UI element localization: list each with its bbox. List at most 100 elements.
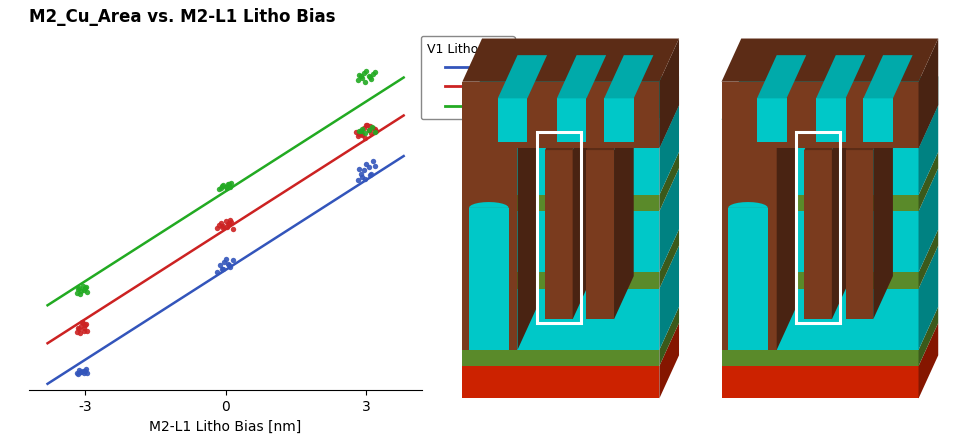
Point	[211, 223, 227, 230]
Point	[80, 289, 95, 296]
Bar	[538, 133, 581, 323]
Polygon shape	[498, 56, 547, 99]
Bar	[545, 151, 573, 320]
Point	[225, 226, 240, 233]
Polygon shape	[919, 152, 938, 212]
Point	[72, 285, 87, 292]
Bar	[846, 151, 874, 320]
Bar	[463, 149, 660, 196]
Point	[220, 222, 235, 229]
Point	[348, 129, 364, 136]
Polygon shape	[874, 108, 893, 320]
Polygon shape	[919, 77, 938, 149]
Point	[79, 321, 94, 328]
Bar	[816, 99, 846, 142]
Point	[216, 266, 231, 273]
Polygon shape	[660, 106, 679, 196]
Polygon shape	[660, 246, 679, 350]
Point	[358, 161, 373, 168]
Bar	[498, 99, 527, 142]
Point	[214, 224, 229, 231]
Point	[219, 224, 234, 231]
Bar	[757, 99, 786, 142]
Point	[77, 324, 92, 331]
Point	[79, 283, 94, 290]
Polygon shape	[557, 56, 606, 99]
Point	[224, 180, 239, 187]
Point	[223, 264, 238, 271]
X-axis label: M2-L1 Litho Bias [nm]: M2-L1 Litho Bias [nm]	[150, 419, 301, 433]
Bar	[722, 142, 777, 350]
Bar	[463, 212, 660, 273]
Point	[369, 128, 384, 135]
Point	[353, 171, 369, 178]
Bar	[604, 99, 634, 142]
Point	[69, 290, 84, 297]
Point	[358, 68, 373, 75]
Point	[222, 181, 237, 188]
Bar	[863, 99, 893, 142]
Bar	[463, 366, 660, 399]
Bar	[722, 196, 919, 212]
Point	[364, 124, 379, 131]
Bar	[463, 196, 660, 212]
Point	[216, 182, 231, 189]
Polygon shape	[804, 108, 852, 151]
Point	[367, 129, 382, 136]
Point	[72, 367, 87, 374]
Point	[351, 166, 367, 173]
Legend: -3, 0, 3: -3, 0, 3	[420, 37, 515, 120]
Polygon shape	[757, 56, 806, 99]
Point	[367, 126, 382, 133]
Point	[357, 135, 372, 142]
Bar	[728, 208, 768, 350]
Point	[222, 220, 237, 227]
Point	[353, 73, 369, 80]
Polygon shape	[463, 77, 679, 120]
Point	[223, 216, 238, 223]
Point	[351, 72, 367, 79]
Point	[73, 330, 88, 337]
Polygon shape	[832, 108, 852, 320]
Bar	[463, 120, 660, 149]
Point	[353, 128, 369, 135]
Point	[213, 186, 228, 193]
Polygon shape	[660, 323, 679, 399]
Point	[211, 187, 227, 194]
Polygon shape	[604, 56, 654, 99]
Bar	[468, 208, 509, 350]
Bar	[463, 350, 660, 366]
Point	[351, 128, 367, 135]
Polygon shape	[777, 99, 797, 350]
Bar	[722, 289, 919, 350]
Polygon shape	[728, 202, 768, 208]
Point	[366, 158, 381, 165]
Point	[355, 126, 371, 133]
Point	[209, 269, 225, 276]
Point	[362, 173, 377, 180]
Point	[355, 174, 371, 181]
Point	[73, 369, 88, 376]
Polygon shape	[919, 307, 938, 366]
Polygon shape	[863, 56, 913, 99]
Point	[216, 259, 231, 266]
Point	[361, 74, 376, 81]
Point	[69, 370, 84, 377]
Point	[70, 286, 85, 293]
Polygon shape	[660, 230, 679, 289]
Bar	[804, 151, 832, 320]
Point	[366, 125, 381, 132]
Polygon shape	[614, 108, 634, 320]
Point	[357, 79, 372, 86]
Bar	[463, 142, 517, 350]
Point	[224, 219, 239, 226]
Point	[213, 220, 228, 227]
Point	[222, 261, 237, 268]
Polygon shape	[660, 152, 679, 212]
Point	[361, 127, 376, 134]
Polygon shape	[517, 99, 538, 350]
Point	[74, 318, 89, 325]
Polygon shape	[468, 202, 509, 208]
Point	[225, 258, 240, 265]
Point	[362, 74, 377, 81]
